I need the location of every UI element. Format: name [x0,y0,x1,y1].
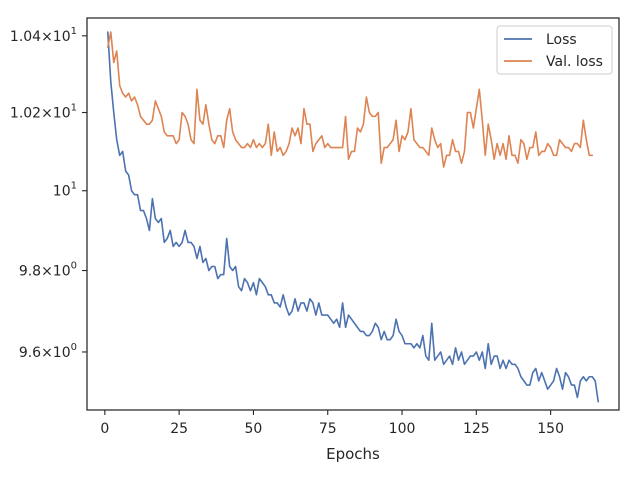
y-tick-label: 9.8×100 [19,261,77,280]
x-axis-label: Epochs [326,445,380,463]
legend-box [496,25,613,75]
x-axis-ticks: 0 25 50 75 100 125 150 [100,410,564,437]
x-tick-label: 25 [170,421,188,437]
x-tick-label: 0 [100,421,109,437]
x-tick-label: 125 [463,421,490,437]
x-tick-label: 50 [245,421,263,437]
y-tick-label: 1.04×101 [10,26,77,45]
legend-label: Loss [546,32,577,48]
y-tick-label: 101 [53,181,77,200]
series-layer [107,31,600,403]
x-tick-label: 150 [537,421,564,437]
x-tick-label: 100 [389,421,416,437]
plot-frame [86,17,620,411]
series-line-1 [107,31,594,168]
legend-label: Val. loss [546,54,603,70]
series-line-0 [107,31,600,403]
y-tick-label: 1.02×101 [10,103,77,122]
y-axis-ticks: 9.6×100 9.8×100 101 1.02×101 1.04×101 [10,26,87,361]
y-tick-label: 9.6×100 [19,342,77,361]
x-tick-label: 75 [319,421,337,437]
legend: Loss Val. loss [496,25,613,75]
